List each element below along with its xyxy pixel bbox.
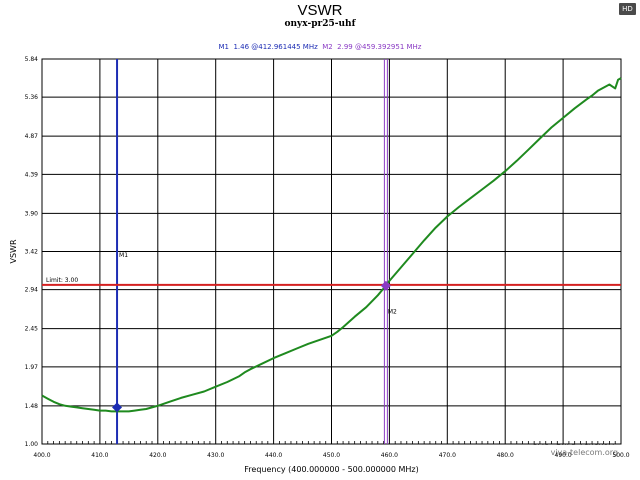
x-tick-label: 430.0: [207, 452, 224, 459]
y-tick-label: 4.87: [25, 133, 39, 140]
x-tick-label: 470.0: [439, 452, 456, 459]
y-tick-label: 4.39: [25, 171, 39, 178]
x-tick-label: 450.0: [323, 452, 340, 459]
vswr-series-line: [41, 77, 622, 413]
y-tick-label: 5.36: [25, 94, 39, 101]
axis-ticks: 400.0 410.0 420.0 430.0 440.0 450.0 460.0 470.0…: [25, 56, 630, 459]
hd-badge: HD: [619, 3, 636, 15]
marker-m2-readout: M2 2.99 @459.392951 MHz: [322, 43, 422, 51]
x-tick-label: 400.0: [33, 452, 50, 459]
y-tick-label: 3.90: [25, 210, 39, 217]
y-tick-label: 1.00: [25, 441, 39, 448]
y-tick-label: 2.94: [25, 287, 39, 294]
y-axis-label: VSWR: [9, 239, 18, 263]
marker-m2-label: M2: [388, 309, 397, 316]
watermark-url: viva-telecom.org: [550, 448, 618, 457]
marker-readout: M1 1.46 @412.961445 MHz M2 2.99 @459.392…: [0, 43, 640, 51]
x-tick-label: 410.0: [91, 452, 108, 459]
x-tick-label: 460.0: [381, 452, 398, 459]
chart-subtitle: onyx-pr25-uhf: [284, 19, 356, 29]
x-tick-label: 440.0: [265, 452, 282, 459]
marker-m2-point: [380, 280, 391, 291]
limit-label: Limit: 3.00: [46, 277, 78, 284]
y-tick-label: 2.45: [25, 326, 39, 333]
marker-m1-point: [112, 402, 123, 413]
overlay-layer: Limit: 3.00 M1 M2: [46, 252, 397, 413]
y-tick-label: 1.48: [25, 403, 39, 410]
marker-m1-readout: M1 1.46 @412.961445 MHz: [218, 43, 318, 51]
marker-m1-label: M1: [119, 252, 128, 259]
x-tick-label: 490.0: [555, 452, 572, 459]
x-tick-label: 420.0: [149, 452, 166, 459]
y-tick-label: 3.42: [25, 249, 39, 256]
series-layer: [41, 59, 622, 444]
y-tick-label: 5.84: [25, 56, 39, 63]
x-axis-label: Frequency (400.000000 - 500.000000 MHz): [244, 465, 418, 474]
x-tick-label: 500.0: [612, 452, 629, 459]
chart-title: VSWR: [297, 2, 343, 19]
y-tick-label: 1.97: [25, 364, 39, 371]
x-tick-label: 480.0: [497, 452, 514, 459]
grid: [41, 58, 622, 445]
